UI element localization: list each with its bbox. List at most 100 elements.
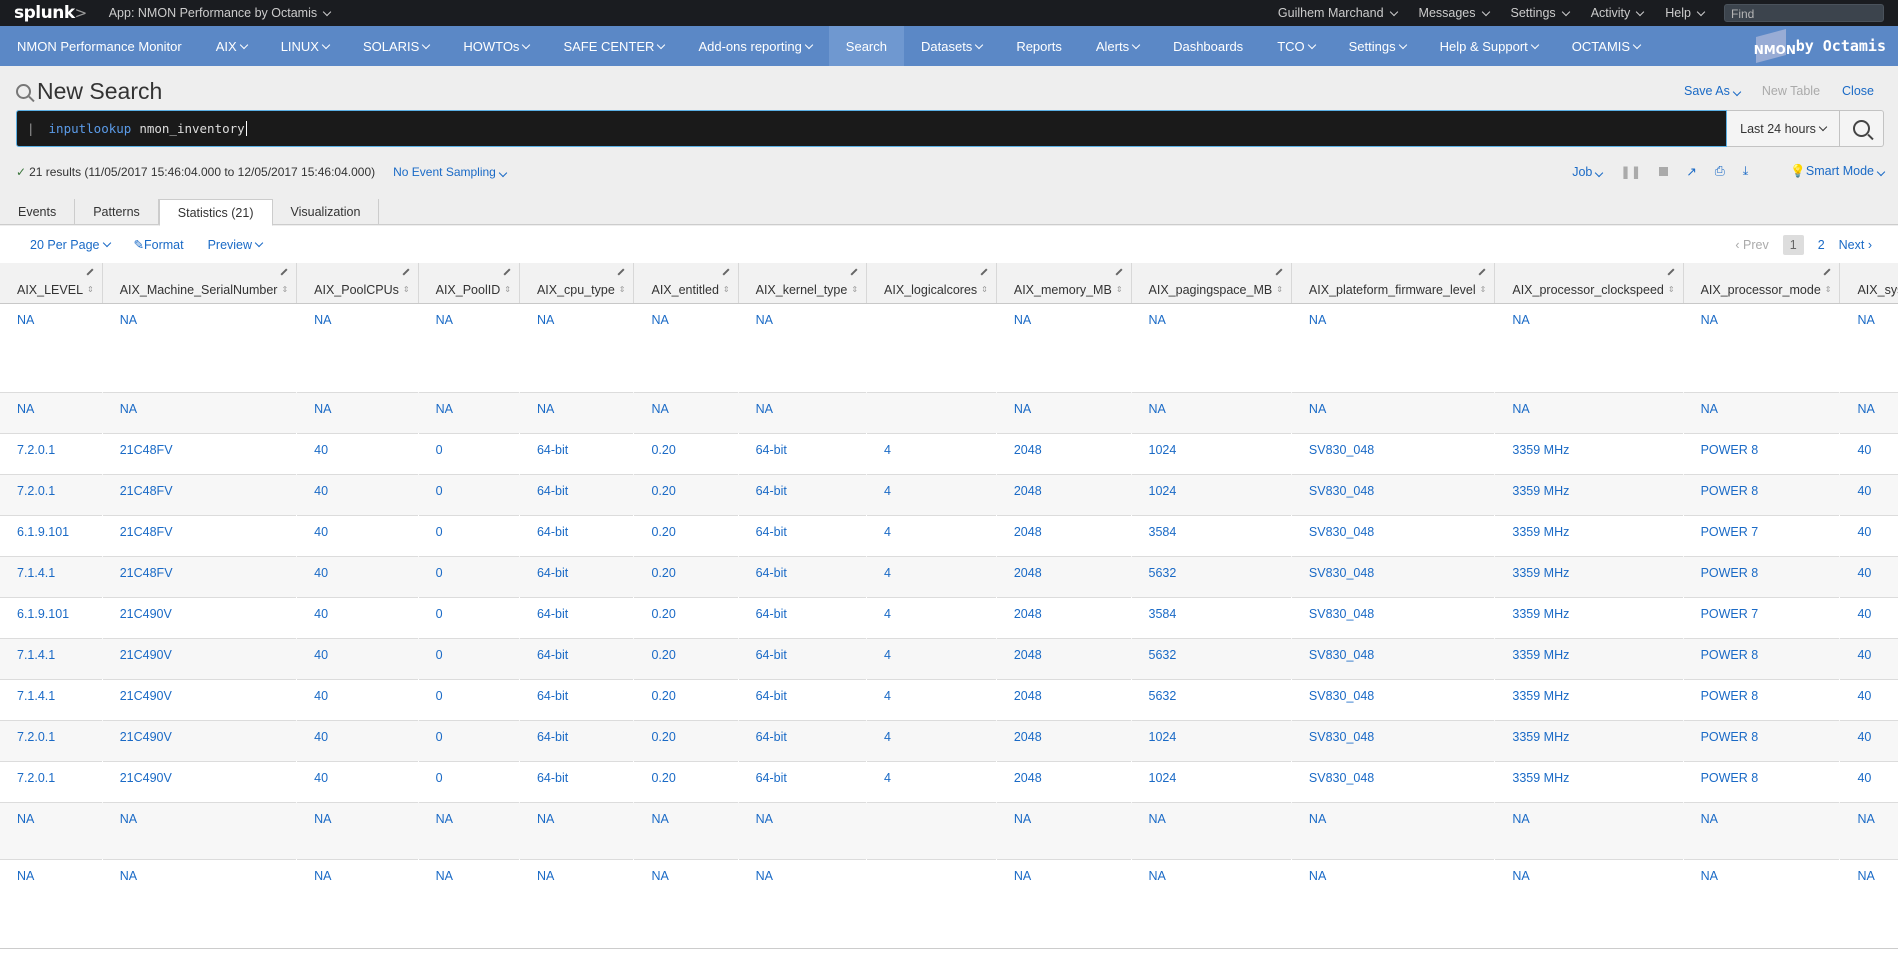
table-cell[interactable]: NA	[435, 401, 453, 416]
table-cell[interactable]: SV830_048	[1308, 483, 1375, 498]
edit-column-icon[interactable]	[1275, 268, 1283, 276]
table-cell[interactable]: 64-bit	[755, 606, 787, 621]
nav-item-safe-center[interactable]: SAFE CENTER	[546, 26, 681, 66]
table-cell[interactable]: 40	[1857, 483, 1872, 498]
edit-column-icon[interactable]	[86, 268, 94, 276]
table-cell[interactable]: 3359 MHz	[1512, 688, 1570, 703]
table-cell[interactable]: 0.20	[651, 647, 676, 662]
nav-item-linux[interactable]: LINUX	[264, 26, 346, 66]
format-button[interactable]: ✎ Format	[134, 237, 184, 253]
table-cell[interactable]: 0	[435, 483, 443, 498]
table-cell[interactable]: 40	[314, 606, 329, 621]
preview-dropdown[interactable]: Preview	[208, 238, 264, 252]
table-cell[interactable]: 1024	[1148, 729, 1177, 744]
column-header[interactable]: AIX_memory_MB ⇕	[996, 263, 1132, 304]
close-button[interactable]: Close	[1842, 84, 1874, 98]
table-cell[interactable]: NA	[755, 811, 773, 826]
table-cell[interactable]: 3359 MHz	[1512, 606, 1570, 621]
table-cell[interactable]: SV830_048	[1308, 647, 1375, 662]
nav-item-add-ons-reporting[interactable]: Add-ons reporting	[681, 26, 828, 66]
table-cell[interactable]: NA	[1308, 868, 1327, 883]
sort-icon[interactable]: ⇕	[1667, 285, 1675, 295]
edit-column-icon[interactable]	[1667, 268, 1675, 276]
table-cell[interactable]: 21C490V	[119, 770, 172, 785]
column-header[interactable]: AIX_kernel_type ⇕	[738, 263, 868, 304]
table-cell[interactable]: 3359 MHz	[1512, 729, 1570, 744]
time-range-picker[interactable]: Last 24 hours	[1727, 110, 1840, 147]
edit-column-icon[interactable]	[617, 268, 626, 276]
table-cell[interactable]: 2048	[1013, 524, 1042, 539]
table-cell[interactable]: 0.20	[651, 770, 676, 785]
table-cell[interactable]: 64-bit	[536, 442, 569, 457]
table-cell[interactable]: 64-bit	[536, 770, 569, 785]
table-cell[interactable]: 40	[314, 770, 329, 785]
column-header[interactable]: AIX_LEVEL ⇕	[0, 263, 103, 304]
table-cell[interactable]: 2048	[1013, 647, 1042, 662]
table-cell[interactable]: NA	[536, 312, 555, 327]
table-cell[interactable]: 40	[314, 688, 329, 703]
column-header[interactable]: AIX_Machine_SerialNumber ⇕	[102, 263, 298, 304]
sort-icon[interactable]: ⇕	[504, 285, 511, 295]
table-cell[interactable]: NA	[17, 811, 35, 826]
table-cell[interactable]: 0.20	[651, 688, 676, 703]
table-cell[interactable]: NA	[1148, 811, 1166, 826]
table-cell[interactable]: 64-bit	[536, 565, 569, 580]
table-cell[interactable]: 40	[314, 483, 329, 498]
table-cell[interactable]: 40	[1857, 688, 1872, 703]
nav-item-datasets[interactable]: Datasets	[904, 26, 999, 66]
column-header[interactable]: AIX_PoolID ⇕	[418, 263, 520, 304]
column-header[interactable]: AIX_pagingspace_MB ⇕	[1131, 263, 1292, 304]
table-cell[interactable]: 40	[1857, 524, 1872, 539]
edit-column-icon[interactable]	[280, 268, 288, 276]
table-cell[interactable]: NA	[755, 401, 773, 416]
table-cell[interactable]: 4	[884, 647, 891, 662]
table-cell[interactable]: SV830_048	[1308, 524, 1375, 539]
nav-item-alerts[interactable]: Alerts	[1079, 26, 1156, 66]
table-cell[interactable]: 2048	[1013, 770, 1042, 785]
table-cell[interactable]: 40	[314, 729, 329, 744]
table-cell[interactable]: NA	[755, 312, 773, 327]
table-cell[interactable]: 40	[1857, 770, 1872, 785]
table-cell[interactable]: NA	[651, 811, 669, 826]
table-cell[interactable]: 0	[435, 442, 443, 457]
table-cell[interactable]: NA	[1700, 401, 1718, 416]
table-cell[interactable]: 2048	[1013, 606, 1042, 621]
table-cell[interactable]: 64-bit	[536, 483, 569, 498]
column-header[interactable]: AIX_cpu_type ⇕	[519, 263, 635, 304]
table-cell[interactable]: NA	[119, 811, 138, 826]
stop-icon[interactable]	[1659, 167, 1669, 176]
table-cell[interactable]: POWER 7	[1700, 524, 1759, 539]
table-cell[interactable]: 7.1.4.1	[17, 688, 56, 703]
table-cell[interactable]: NA	[435, 312, 453, 327]
table-cell[interactable]: 2048	[1013, 483, 1042, 498]
splunk-logo[interactable]: splunk>	[14, 3, 87, 23]
search-query-input[interactable]: | inputlookup nmon_inventory	[16, 110, 1727, 147]
table-cell[interactable]: 64-bit	[536, 524, 569, 539]
table-cell[interactable]: 5632	[1148, 565, 1177, 580]
table-cell[interactable]: NA	[1512, 811, 1530, 826]
table-cell[interactable]: 3584	[1148, 606, 1177, 621]
edit-column-icon[interactable]	[1478, 268, 1486, 276]
nav-item-tco[interactable]: TCO	[1260, 26, 1331, 66]
page-1-button[interactable]: 1	[1782, 234, 1804, 255]
table-cell[interactable]: NA	[1700, 312, 1718, 327]
table-cell[interactable]: 40	[1857, 565, 1872, 580]
nav-item-reports[interactable]: Reports	[999, 26, 1079, 66]
table-cell[interactable]: SV830_048	[1308, 770, 1375, 785]
edit-column-icon[interactable]	[402, 268, 410, 276]
table-cell[interactable]: 0.20	[651, 606, 676, 621]
table-cell[interactable]: 6.1.9.101	[17, 524, 70, 539]
table-cell[interactable]: 0	[435, 688, 443, 703]
table-cell[interactable]: 0.20	[651, 565, 676, 580]
table-cell[interactable]: 0	[435, 729, 443, 744]
nav-item-search[interactable]: Search	[828, 26, 904, 66]
table-cell[interactable]: NA	[1308, 401, 1327, 416]
table-cell[interactable]: 2048	[1013, 565, 1042, 580]
table-cell[interactable]: POWER 7	[1700, 606, 1759, 621]
table-cell[interactable]: SV830_048	[1308, 442, 1375, 457]
table-cell[interactable]: 3359 MHz	[1512, 647, 1570, 662]
page-2-button[interactable]: 2	[1817, 237, 1825, 252]
edit-column-icon[interactable]	[1114, 268, 1123, 276]
sort-icon[interactable]: ⇕	[722, 285, 730, 295]
table-cell[interactable]: 4	[884, 442, 891, 457]
